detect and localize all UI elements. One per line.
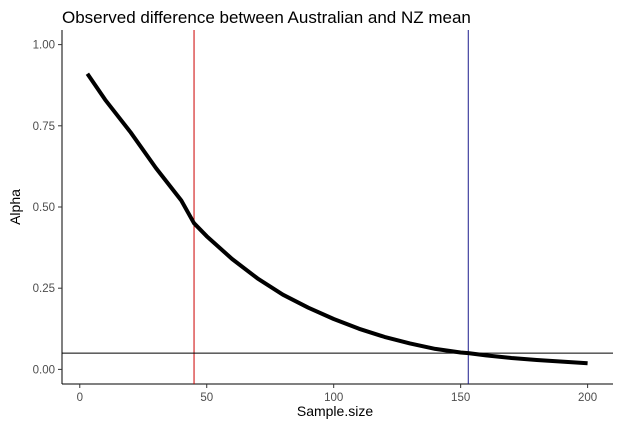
x-tick-label: 0 [77,392,83,404]
x-axis-title: Sample.size [297,403,373,419]
y-axis-title: Alpha [7,189,23,225]
y-tick-label: 1.00 [33,40,55,52]
chart-title: Observed difference between Australian a… [62,8,471,27]
y-tick-label: 0.00 [33,364,55,376]
x-tick-label: 150 [451,392,470,404]
y-tick-label: 0.25 [33,283,55,295]
x-tick-label: 50 [200,392,213,404]
y-tick-label: 0.75 [33,121,55,133]
x-tick-label: 100 [324,392,343,404]
plot-area: 0.00 0.25 0.50 0.75 1.00 0 50 100 150 200 [33,30,613,404]
x-tick-label: 200 [578,392,597,404]
series-line [85,72,588,366]
y-tick-label: 0.50 [33,202,55,214]
